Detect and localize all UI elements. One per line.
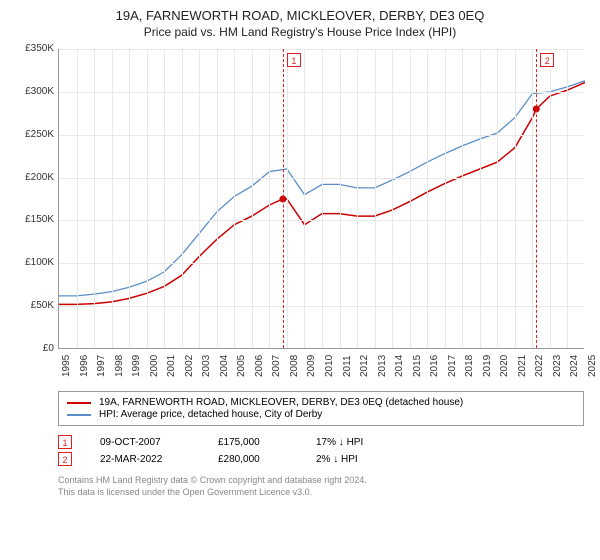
xlabel: 2010 [324, 355, 335, 377]
xlabel: 2022 [534, 355, 545, 377]
ylabel: £150K [12, 214, 54, 225]
xlabel: 2013 [377, 355, 388, 377]
sale-price: £175,000 [218, 437, 288, 448]
ylabel: £200K [12, 172, 54, 183]
xlabel: 2021 [517, 355, 528, 377]
ylabel: £350K [12, 43, 54, 54]
xlabel: 2017 [447, 355, 458, 377]
xlabel: 2003 [201, 355, 212, 377]
ylabel: £300K [12, 86, 54, 97]
sale-marker-2: 2 [540, 53, 554, 67]
xlabel: 2002 [184, 355, 195, 377]
xlabel: 2007 [271, 355, 282, 377]
legend-label: 19A, FARNEWORTH ROAD, MICKLEOVER, DERBY,… [99, 397, 463, 408]
xlabel: 2018 [464, 355, 475, 377]
xlabel: 2004 [219, 355, 230, 377]
sale-diff: 2% ↓ HPI [316, 454, 396, 465]
xlabel: 2024 [569, 355, 580, 377]
plot-region: 12 [58, 49, 584, 349]
xlabel: 1995 [61, 355, 72, 377]
xlabel: 2016 [429, 355, 440, 377]
xlabel: 1999 [131, 355, 142, 377]
xlabel: 2025 [587, 355, 598, 377]
xlabel: 1997 [96, 355, 107, 377]
xlabel: 2009 [306, 355, 317, 377]
xlabel: 2012 [359, 355, 370, 377]
chart-container: 19A, FARNEWORTH ROAD, MICKLEOVER, DERBY,… [0, 0, 600, 560]
sale-price: £280,000 [218, 454, 288, 465]
ylabel: £100K [12, 257, 54, 268]
chart-area: 12 £0£50K£100K£150K£200K£250K£300K£350K1… [12, 45, 588, 385]
xlabel: 2006 [254, 355, 265, 377]
xlabel: 2015 [412, 355, 423, 377]
xlabel: 2023 [552, 355, 563, 377]
xlabel: 2020 [499, 355, 510, 377]
chart-title: 19A, FARNEWORTH ROAD, MICKLEOVER, DERBY,… [12, 8, 588, 23]
sale-diff: 17% ↓ HPI [316, 437, 396, 448]
xlabel: 2001 [166, 355, 177, 377]
ylabel: £250K [12, 129, 54, 140]
xlabel: 2005 [236, 355, 247, 377]
sale-row-marker: 1 [58, 435, 72, 449]
footer-text: Contains HM Land Registry data © Crown c… [58, 475, 588, 498]
footer-line1: Contains HM Land Registry data © Crown c… [58, 475, 588, 487]
sale-row: 2 22-MAR-2022 £280,000 2% ↓ HPI [58, 452, 584, 466]
legend-swatch [67, 414, 91, 416]
legend-row: 19A, FARNEWORTH ROAD, MICKLEOVER, DERBY,… [67, 397, 575, 408]
xlabel: 2008 [289, 355, 300, 377]
sale-row-marker: 2 [58, 452, 72, 466]
sales-table: 1 09-OCT-2007 £175,000 17% ↓ HPI 2 22-MAR-202… [58, 432, 584, 469]
sale-date: 09-OCT-2007 [100, 437, 190, 448]
legend-label: HPI: Average price, detached house, City… [99, 409, 322, 420]
xlabel: 2019 [482, 355, 493, 377]
sale-date: 22-MAR-2022 [100, 454, 190, 465]
sale-row: 1 09-OCT-2007 £175,000 17% ↓ HPI [58, 435, 584, 449]
legend-box: 19A, FARNEWORTH ROAD, MICKLEOVER, DERBY,… [58, 391, 584, 426]
chart-subtitle: Price paid vs. HM Land Registry's House … [12, 25, 588, 39]
ylabel: £0 [12, 343, 54, 354]
xlabel: 1996 [79, 355, 90, 377]
footer-line2: This data is licensed under the Open Gov… [58, 487, 588, 499]
xlabel: 2011 [342, 355, 353, 377]
legend-row: HPI: Average price, detached house, City… [67, 409, 575, 420]
ylabel: £50K [12, 300, 54, 311]
legend-swatch [67, 402, 91, 404]
sale-marker-1: 1 [287, 53, 301, 67]
xlabel: 1998 [114, 355, 125, 377]
xlabel: 2000 [149, 355, 160, 377]
xlabel: 2014 [394, 355, 405, 377]
